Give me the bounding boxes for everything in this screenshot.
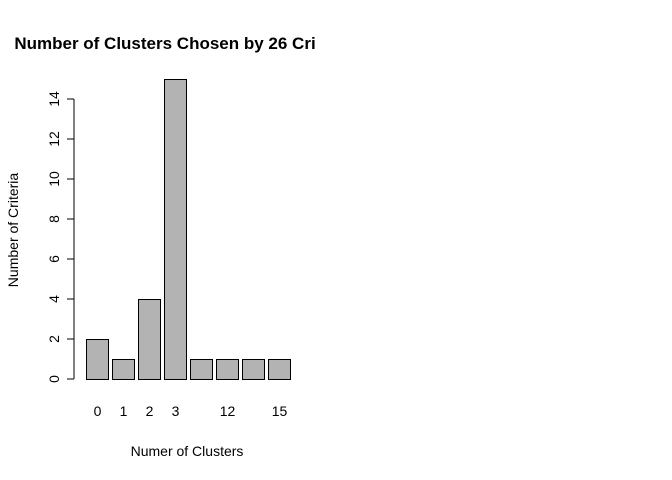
y-tick-label: 4	[46, 295, 62, 303]
x-tick-label: 15	[272, 403, 288, 419]
x-tick-label: 3	[172, 403, 180, 419]
y-tick-label: 14	[46, 91, 62, 107]
y-tick-label: 12	[46, 131, 62, 147]
bar	[190, 359, 213, 380]
y-tick-label: 8	[46, 215, 62, 223]
bar	[216, 359, 239, 380]
x-tick-label: 0	[94, 403, 102, 419]
bar	[242, 359, 265, 380]
x-tick-label: 12	[220, 403, 236, 419]
bar	[164, 79, 187, 380]
bar	[112, 359, 135, 380]
chart-title: Number of Clusters Chosen by 26 Cri	[14, 34, 315, 53]
x-axis-tick-labels: 0 1 2 3 12 15	[94, 403, 288, 419]
bar	[86, 339, 109, 380]
bar	[138, 299, 161, 380]
bar	[268, 359, 291, 380]
bars-group	[86, 79, 291, 380]
y-tick-label: 2	[46, 335, 62, 343]
y-axis-ticks: 0 2 4 6 8 10 12 14	[46, 91, 74, 383]
x-axis-label: Numer of Clusters	[131, 443, 244, 459]
x-tick-label: 2	[146, 403, 154, 419]
y-tick-label: 10	[46, 171, 62, 187]
y-axis-label: Number of Criteria	[5, 173, 21, 288]
x-tick-label: 1	[120, 403, 128, 419]
y-tick-label: 0	[46, 375, 62, 383]
y-tick-label: 6	[46, 255, 62, 263]
